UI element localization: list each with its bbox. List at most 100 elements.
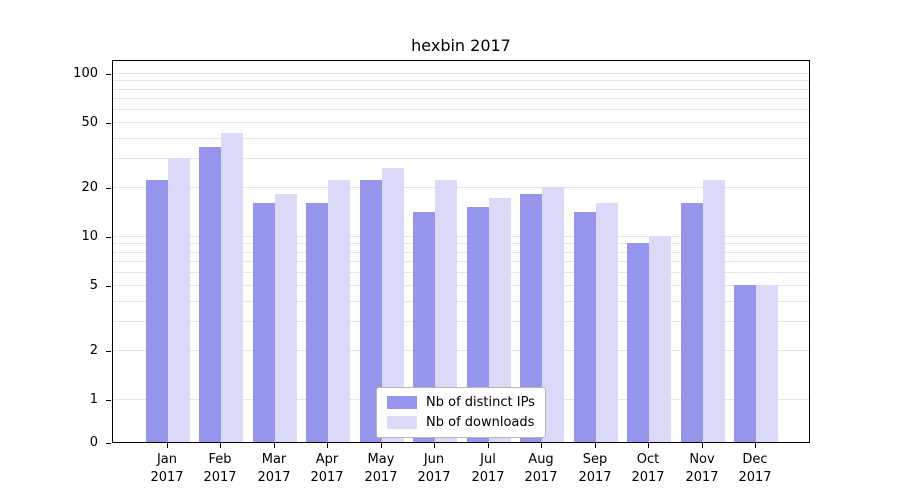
bar-nb-of-downloads <box>275 194 297 442</box>
x-tick-year: 2017 <box>417 469 451 485</box>
y-tick <box>106 443 111 444</box>
bar-nb-of-distinct-ips <box>199 147 221 442</box>
y-tick <box>106 123 111 125</box>
bar-nb-of-downloads <box>596 203 618 442</box>
gridline <box>113 73 809 74</box>
x-tick-month: Jun <box>423 452 445 467</box>
gridline <box>113 261 809 263</box>
plot-area <box>112 60 810 443</box>
x-tick-year: 2017 <box>257 469 291 485</box>
x-tick-label: May 2017 <box>351 451 411 486</box>
x-tick <box>274 443 275 448</box>
x-tick-month: Feb <box>208 452 232 467</box>
bar-nb-of-distinct-ips <box>681 203 703 442</box>
y-tick <box>106 74 111 75</box>
x-tick-month: Oct <box>636 452 660 467</box>
legend-label-distinct-ips: Nb of distinct IPs <box>426 395 535 410</box>
x-tick-month: Mar <box>261 452 287 467</box>
x-tick-label: Oct 2017 <box>618 451 678 486</box>
gridline <box>113 236 809 237</box>
chart-title: hexbin 2017 <box>411 36 511 55</box>
x-tick-year: 2017 <box>685 469 719 485</box>
gridline <box>113 243 809 245</box>
x-tick-year: 2017 <box>310 469 344 485</box>
gridline <box>113 349 809 351</box>
gridline <box>113 98 809 100</box>
y-tick-label: 5 <box>89 278 98 294</box>
bar-nb-of-distinct-ips <box>306 203 328 442</box>
y-tick <box>106 187 111 189</box>
gridline <box>113 285 809 287</box>
x-tick-month: May <box>367 452 395 467</box>
bar-nb-of-downloads <box>489 198 511 442</box>
y-tick <box>106 350 111 352</box>
x-tick-year: 2017 <box>578 469 612 485</box>
bar-nb-of-distinct-ips <box>574 212 596 442</box>
bar-nb-of-distinct-ips <box>253 203 275 442</box>
x-tick <box>541 443 542 448</box>
x-tick-year: 2017 <box>631 469 665 485</box>
bar-nb-of-downloads <box>703 180 725 442</box>
x-tick-label: Apr 2017 <box>297 451 357 486</box>
y-tick-label: 1 <box>89 392 98 407</box>
x-tick-label: Aug 2017 <box>511 451 571 486</box>
x-tick <box>381 443 382 448</box>
bar-nb-of-distinct-ips <box>467 207 489 442</box>
legend-item-downloads: Nb of downloads <box>387 415 535 430</box>
bar-nb-of-distinct-ips <box>734 285 756 442</box>
y-tick <box>106 286 111 288</box>
x-tick <box>220 443 221 448</box>
x-tick-year: 2017 <box>203 469 237 485</box>
gridline <box>113 272 809 274</box>
bar-nb-of-distinct-ips <box>520 194 542 442</box>
x-tick-label: Nov 2017 <box>672 451 732 486</box>
x-tick <box>595 443 596 448</box>
bar-nb-of-downloads <box>328 180 350 442</box>
bar-nb-of-distinct-ips <box>360 180 382 442</box>
bar-nb-of-downloads <box>649 236 671 442</box>
x-tick-month: Jan <box>156 452 178 467</box>
y-tick-label: 20 <box>81 179 98 195</box>
gridline <box>113 122 809 124</box>
x-tick-month: Nov <box>689 452 715 467</box>
x-tick-year: 2017 <box>364 469 398 485</box>
bar-nb-of-distinct-ips <box>146 180 168 442</box>
x-tick-year: 2017 <box>150 469 184 485</box>
x-tick-month: Apr <box>315 452 339 467</box>
x-tick-label: Feb 2017 <box>190 451 250 486</box>
x-tick <box>434 443 435 448</box>
gridline <box>113 109 809 111</box>
bar-nb-of-downloads <box>382 168 404 442</box>
bar-nb-of-downloads <box>435 180 457 442</box>
x-tick <box>755 443 756 448</box>
x-tick <box>702 443 703 448</box>
x-tick <box>327 443 328 448</box>
x-tick-month: Jul <box>480 452 496 467</box>
legend-item-distinct-ips: Nb of distinct IPs <box>387 395 535 410</box>
y-tick <box>106 237 111 238</box>
x-tick-label: Jun 2017 <box>404 451 464 486</box>
y-tick-label: 100 <box>73 66 98 81</box>
bar-nb-of-downloads <box>168 158 190 442</box>
gridline <box>113 321 809 323</box>
x-tick <box>488 443 489 448</box>
x-tick-year: 2017 <box>738 469 772 485</box>
gridline <box>113 158 809 160</box>
y-tick-label: 2 <box>89 342 98 358</box>
gridline <box>113 88 809 90</box>
x-tick-year: 2017 <box>471 469 505 485</box>
x-tick-month: Sep <box>582 452 608 467</box>
bar-nb-of-downloads <box>542 187 564 442</box>
x-tick-label: Mar 2017 <box>244 451 304 486</box>
x-tick <box>167 443 168 448</box>
x-tick <box>648 443 649 448</box>
x-tick-label: Jul 2017 <box>458 451 518 486</box>
y-tick-label: 50 <box>81 115 98 131</box>
x-tick-label: Dec 2017 <box>725 451 785 486</box>
legend-swatch-distinct-ips <box>387 396 417 409</box>
gridline <box>113 251 809 253</box>
y-tick-label: 10 <box>81 229 98 244</box>
y-tick <box>106 400 111 401</box>
y-tick-label: 0 <box>89 435 98 450</box>
